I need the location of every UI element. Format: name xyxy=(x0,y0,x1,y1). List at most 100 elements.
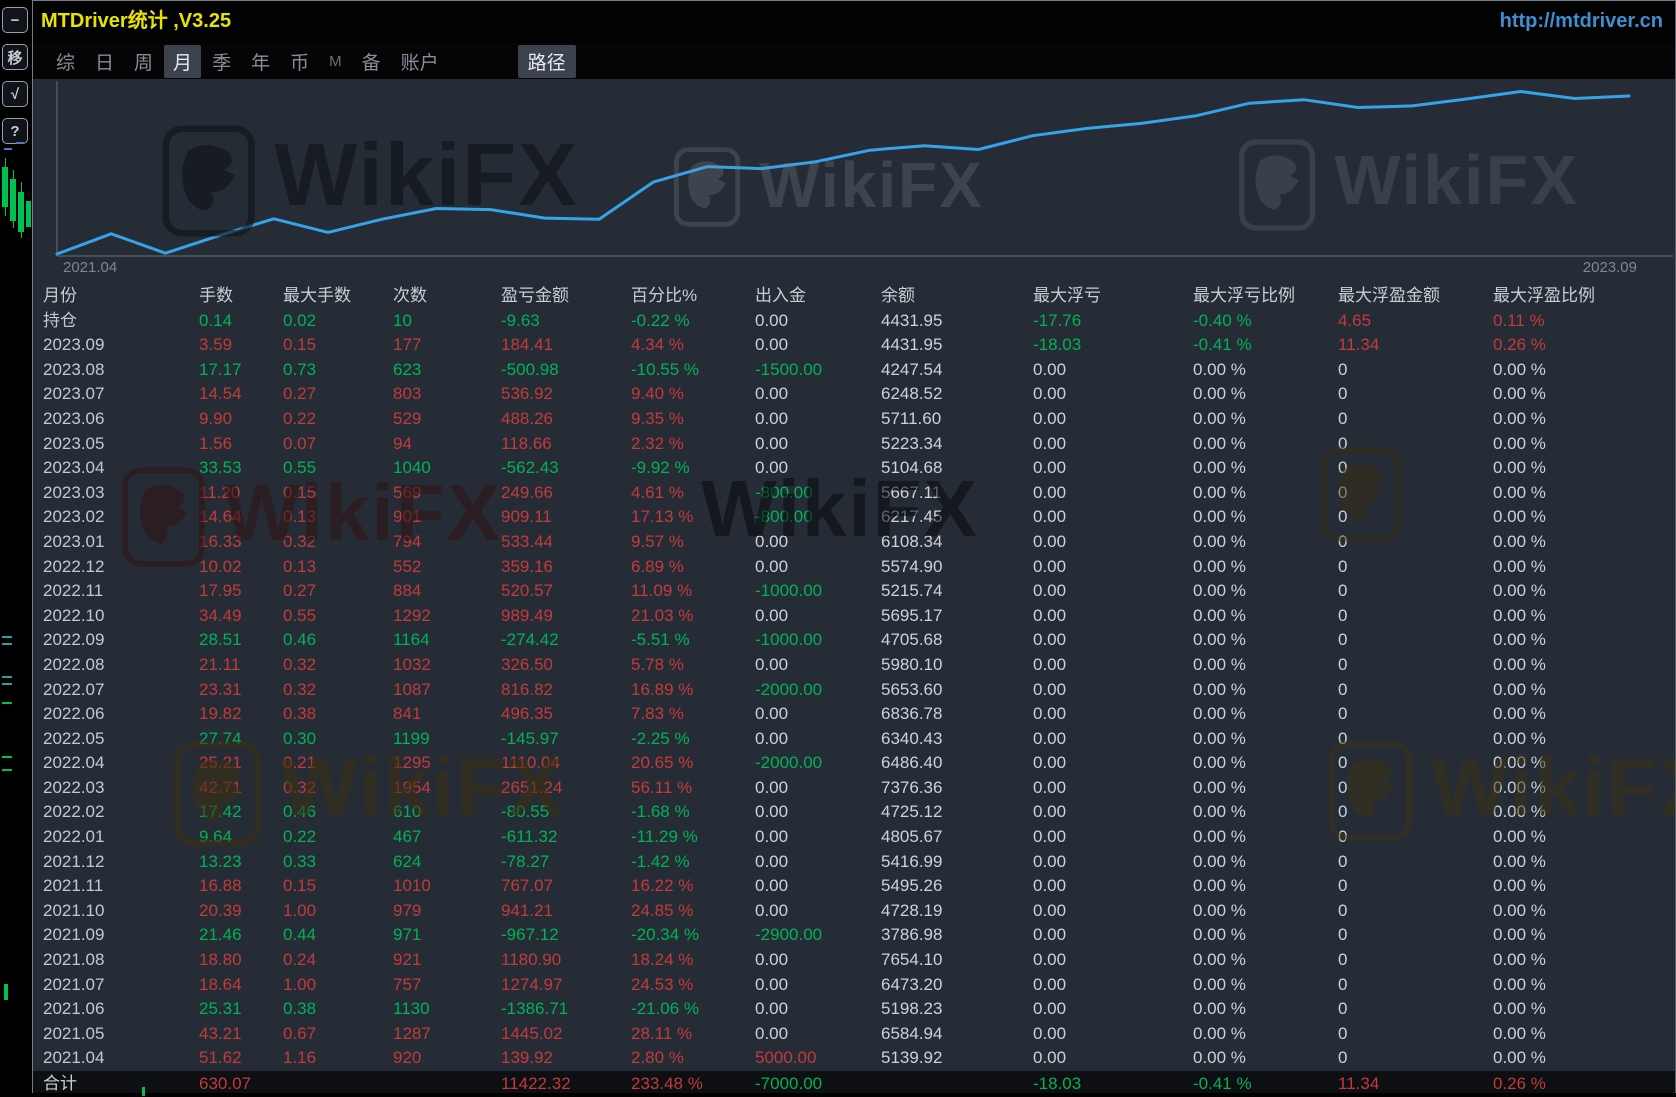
value-cell: 24.53 % xyxy=(631,974,694,994)
help-button[interactable]: ? xyxy=(2,118,28,144)
value-cell: 757 xyxy=(393,974,422,994)
tab-季[interactable]: 季 xyxy=(212,52,232,74)
value-cell: 841 xyxy=(393,704,422,724)
value-cell: -80.55 xyxy=(501,802,550,822)
column-header: 最大浮亏 xyxy=(1033,286,1101,305)
value-cell: 17.42 xyxy=(199,802,242,822)
column-header: 盈亏金额 xyxy=(501,286,569,305)
value-cell: 0.00 % xyxy=(1193,679,1246,699)
value-cell: 0.00 % xyxy=(1493,556,1546,576)
value-cell: 33.53 xyxy=(199,458,242,478)
value-cell: 51.62 xyxy=(199,1048,242,1068)
chart-dash xyxy=(2,636,12,638)
value-cell: 971 xyxy=(393,925,422,945)
tab-综[interactable]: 综 xyxy=(56,52,76,74)
value-cell: 552 xyxy=(393,556,422,576)
value-cell: 9.57 % xyxy=(631,531,684,551)
value-cell: 0.00 xyxy=(1033,900,1067,920)
month-cell: 2021.05 xyxy=(43,1023,105,1043)
table-row: 2022.06 19.82 0.38 841 496.35 7.83 % 0.00 6836.… xyxy=(33,702,1675,727)
month-cell: 2021.12 xyxy=(43,851,105,871)
monthly-stats-table: 月份 手数 最大手数 次数 盈亏金额 百分比% 出入金 余额 最大浮亏 最大浮亏比例 最大浮盈金额 最… xyxy=(33,284,1675,1097)
value-cell: 6836.78 xyxy=(881,704,943,724)
value-cell: 4431.95 xyxy=(881,335,943,355)
value-cell: 0 xyxy=(1338,974,1348,994)
app-url-link[interactable]: http://mtdriver.cn xyxy=(1499,10,1663,32)
tab-备[interactable]: 备 xyxy=(361,52,381,74)
candlestick xyxy=(18,192,24,232)
value-cell: 884 xyxy=(393,581,422,601)
value-cell: 139.92 xyxy=(501,1048,553,1068)
column-header: 最大浮亏比例 xyxy=(1193,286,1295,305)
value-cell: 0.15 xyxy=(283,335,317,355)
value-cell: 0.00 % xyxy=(1493,925,1546,945)
value-cell: 1292 xyxy=(393,605,431,625)
value-cell: 0.00 % xyxy=(1493,1048,1546,1068)
chart-dash xyxy=(2,756,12,758)
value-cell: 0.00 % xyxy=(1493,900,1546,920)
value-cell: 5104.68 xyxy=(881,458,943,478)
check-button[interactable]: √ xyxy=(2,81,28,107)
month-cell: 合计 xyxy=(43,1074,77,1093)
value-cell: 0.00 % xyxy=(1193,827,1246,847)
value-cell: 0.00 % xyxy=(1193,384,1246,404)
value-cell: -9.92 % xyxy=(631,458,690,478)
chart-dash xyxy=(4,148,12,150)
month-cell: 2021.06 xyxy=(43,999,105,1019)
value-cell: -274.42 xyxy=(501,630,559,650)
value-cell: 0.00 xyxy=(755,827,789,847)
tab-账户[interactable]: 账户 xyxy=(400,52,439,74)
value-cell: 184.41 xyxy=(501,335,553,355)
tab-周[interactable]: 周 xyxy=(134,52,154,74)
value-cell: 803 xyxy=(393,384,422,404)
value-cell: 909.11 xyxy=(501,507,552,527)
candlestick xyxy=(4,984,8,1000)
value-cell: 0.00 % xyxy=(1493,704,1546,724)
value-cell: 0 xyxy=(1338,1048,1348,1068)
value-cell: 1087 xyxy=(393,679,431,699)
value-cell: 0.00 xyxy=(1033,507,1067,527)
tab-年[interactable]: 年 xyxy=(251,52,271,74)
tab-币[interactable]: 币 xyxy=(290,52,310,74)
value-cell: 18.64 xyxy=(199,974,242,994)
value-cell: 5223.34 xyxy=(881,433,943,453)
table-row: 2023.07 14.54 0.27 803 536.92 9.40 % 0.00 6248.… xyxy=(33,382,1675,407)
value-cell: 11.09 % xyxy=(631,581,693,601)
value-cell: -10.55 % xyxy=(631,359,700,379)
value-cell: 0.00 xyxy=(755,876,789,896)
tab-日[interactable]: 日 xyxy=(95,52,115,74)
value-cell: 0.00 xyxy=(755,851,789,871)
value-cell: 0.00 % xyxy=(1193,433,1246,453)
value-cell: 4705.68 xyxy=(881,630,943,650)
value-cell: 0.00 xyxy=(755,728,789,748)
value-cell: 0.00 xyxy=(1033,556,1067,576)
value-cell: 0 xyxy=(1338,507,1348,527)
value-cell: 27.74 xyxy=(199,728,242,748)
value-cell: 5000.00 xyxy=(755,1048,817,1068)
table-row: 持仓 0.14 0.02 10 -9.63 -0.22 % 0.00 4431.95 -17.7… xyxy=(33,309,1675,334)
value-cell: 17.95 xyxy=(199,581,242,601)
value-cell: 0.73 xyxy=(283,359,317,379)
bottom-chart-strip xyxy=(0,1093,1676,1097)
chart-dash xyxy=(2,769,12,771)
value-cell: 0.32 xyxy=(283,531,317,551)
value-cell: 6217.45 xyxy=(881,507,943,527)
path-button[interactable]: 路径 xyxy=(517,44,576,78)
value-cell: 0.00 xyxy=(755,531,789,551)
value-cell: 0.00 xyxy=(1033,1023,1067,1043)
value-cell: 4805.67 xyxy=(881,827,943,847)
value-cell: 3.59 xyxy=(199,335,233,355)
column-header: 月份 xyxy=(43,286,77,305)
value-cell: 0.33 xyxy=(283,851,317,871)
value-cell: 0 xyxy=(1338,900,1348,920)
value-cell: 9.35 % xyxy=(631,408,684,428)
value-cell: 0.14 xyxy=(199,310,233,330)
minimize-button[interactable]: − xyxy=(2,7,28,33)
month-cell: 2021.08 xyxy=(43,950,105,970)
value-cell: 0.00 xyxy=(755,704,789,724)
candlestick xyxy=(10,179,16,221)
move-button[interactable]: 移 xyxy=(2,44,28,70)
tab-月[interactable]: 月 xyxy=(164,44,202,78)
value-cell: 6340.43 xyxy=(881,728,943,748)
tab-M[interactable]: M xyxy=(329,52,342,70)
